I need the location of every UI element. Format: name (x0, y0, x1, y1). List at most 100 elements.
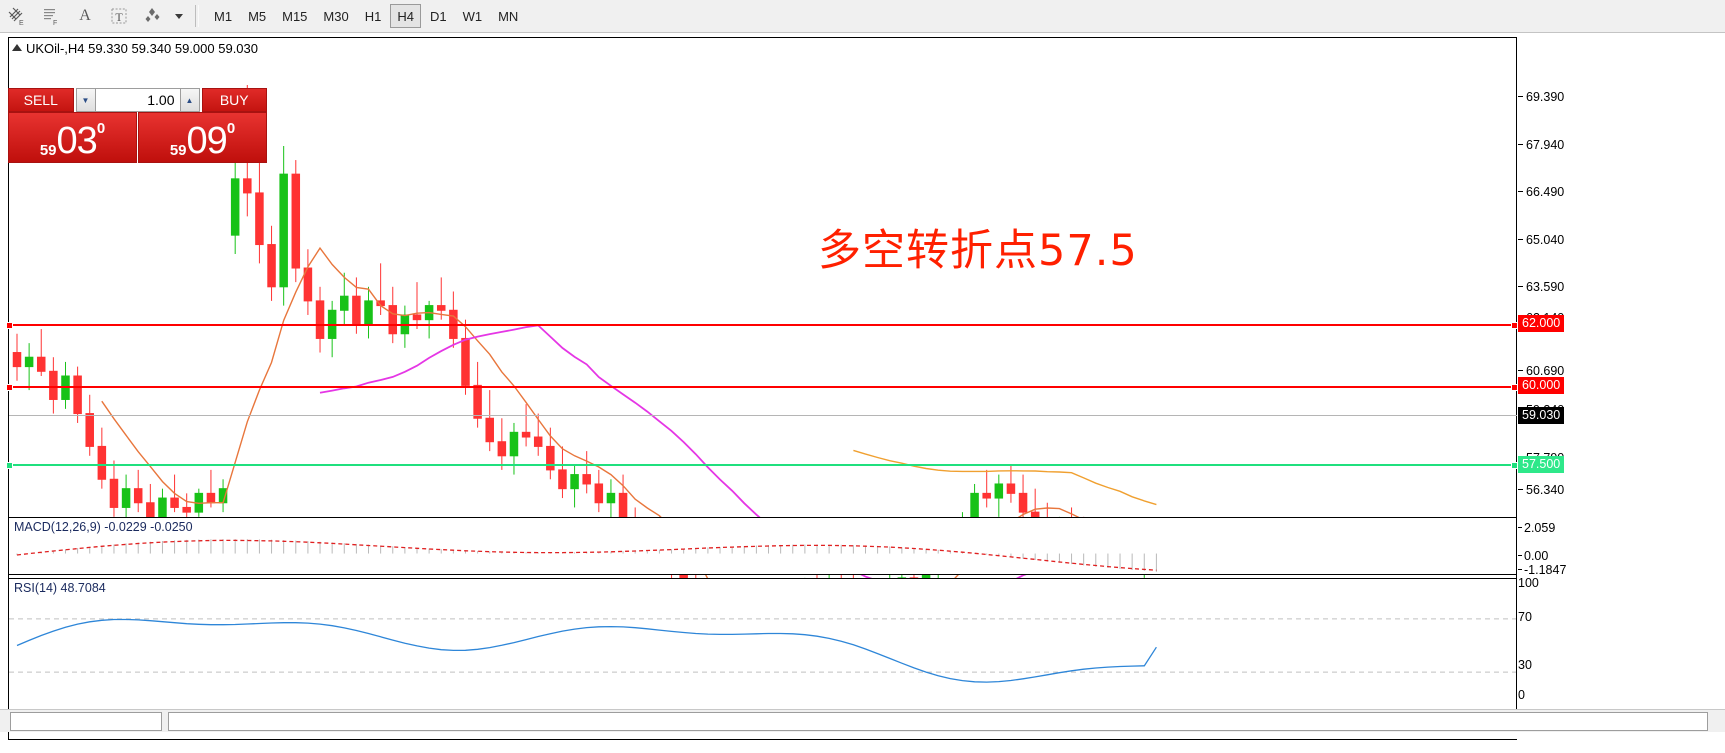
one-click-trading-panel[interactable]: SELL ▼ 1.00 ▲ BUY 59030 59090 (8, 88, 267, 163)
main-toolbar: E F A T M1 M5 M15 M30 H1 H4 D1 W1 MN (0, 0, 1725, 33)
rsi-title: RSI(14) 48.7084 (14, 581, 106, 595)
indicator-list-icon[interactable]: F (34, 2, 68, 30)
macd-scale-label: -1.1847 (1518, 563, 1566, 577)
text-annotation-icon[interactable]: A (79, 7, 91, 24)
bottom-tab-bar[interactable] (0, 709, 1725, 732)
support-57.5-handle-left[interactable] (6, 462, 13, 469)
caret-up-icon: ▲ (185, 95, 194, 105)
toolbar-separator (195, 5, 199, 27)
support-57.5-handle-right[interactable] (1511, 462, 1518, 469)
price-tick: 56.340 (1518, 483, 1564, 497)
rsi-scale-value: 70 (1518, 610, 1532, 624)
price-scale[interactable]: 69.39067.94066.49065.04063.59062.14060.6… (1518, 37, 1718, 713)
tick-mark-icon (1518, 569, 1522, 570)
tick-mark-icon (1518, 144, 1523, 145)
current-price-line[interactable] (9, 415, 1517, 416)
support-57.5-line[interactable] (9, 464, 1517, 466)
rsi-scale-value: 30 (1518, 658, 1532, 672)
volume-stepper[interactable]: ▼ 1.00 ▲ (75, 88, 200, 112)
price-marker-57-500[interactable]: 57.500 (1518, 456, 1565, 473)
resistance-62-handle-right[interactable] (1511, 322, 1518, 329)
timeframe-m15[interactable]: M15 (282, 8, 308, 24)
caret-down-icon: ▼ (81, 95, 90, 105)
price-tick: 67.940 (1518, 138, 1564, 152)
buy-pips: 09 (186, 120, 228, 162)
tick-mark-icon (1518, 239, 1523, 240)
price-tick: 60.690 (1518, 364, 1564, 378)
price-tick: 69.390 (1518, 90, 1564, 104)
buy-fraction: 0 (226, 120, 236, 137)
tick-mark-icon (1518, 489, 1523, 490)
macd-subwindow[interactable]: MACD(12,26,9) -0.0229 -0.0250 (8, 517, 1517, 575)
tick-mark-icon (1518, 191, 1523, 192)
timeframe-m5[interactable]: M5 (248, 8, 267, 24)
objects-dropdown-caret-icon[interactable] (170, 2, 188, 30)
timeframe-h1[interactable]: H1 (364, 8, 382, 24)
tick-mark-icon (1518, 555, 1522, 556)
buy-price-display[interactable]: 59090 (138, 112, 267, 163)
resistance-60-handle-right[interactable] (1511, 384, 1518, 391)
resistance-62-handle-left[interactable] (6, 322, 13, 329)
rsi-scale-label: 30 (1518, 658, 1532, 672)
price-marker-60-000[interactable]: 60.000 (1518, 377, 1565, 394)
price-tick-label: 69.390 (1526, 90, 1565, 104)
timeframe-m1[interactable]: M1 (214, 8, 233, 24)
macd-scale-value: 2.059 (1524, 521, 1556, 535)
rsi-scale-label: 70 (1518, 610, 1532, 624)
rsi-scale-value: 0 (1518, 688, 1525, 702)
sell-pips: 03 (56, 120, 98, 162)
timeframe-m30[interactable]: M30 (323, 8, 349, 24)
price-marker-62-000[interactable]: 62.000 (1518, 315, 1565, 332)
timeframe-w1[interactable]: W1 (462, 8, 483, 24)
timeframe-group: M1 M5 M15 M30 H1 H4 D1 W1 MN (206, 4, 526, 28)
macd-scale-value: -1.1847 (1524, 563, 1567, 577)
macd-scale-value: 0.00 (1524, 549, 1549, 563)
tick-mark-icon (1518, 527, 1522, 528)
volume-increase-button[interactable]: ▲ (179, 88, 200, 112)
chart-tab-1[interactable] (10, 712, 162, 731)
objects-icon[interactable] (136, 2, 170, 30)
timeframe-mn[interactable]: MN (498, 8, 519, 24)
price-tick-label: 56.340 (1526, 483, 1565, 497)
rsi-scale-value: 100 (1518, 576, 1539, 590)
tick-mark-icon (1518, 370, 1523, 371)
resistance-60-line[interactable] (9, 386, 1517, 388)
sell-big-figure: 59 (39, 142, 57, 159)
macd-scale-label: 0.00 (1518, 549, 1548, 563)
tick-mark-icon (1518, 96, 1523, 97)
sell-button[interactable]: SELL (8, 88, 74, 112)
buy-button[interactable]: BUY (201, 88, 267, 112)
price-marker-59-030[interactable]: 59.030 (1518, 407, 1565, 424)
price-tick: 63.590 (1518, 280, 1564, 294)
timeframe-h4[interactable]: H4 (390, 4, 421, 28)
rsi-scale-label: 100 (1518, 576, 1539, 590)
price-tick: 65.040 (1518, 233, 1564, 247)
price-tick-label: 63.590 (1526, 280, 1565, 294)
macd-series (16, 539, 1157, 572)
buy-big-figure: 59 (169, 142, 187, 159)
resistance-62-line[interactable] (9, 324, 1517, 326)
chart-area[interactable]: UKOil-,H4 59.330 59.340 59.000 59.030 多空… (0, 33, 1725, 753)
timeframe-d1[interactable]: D1 (429, 8, 447, 24)
macd-scale-label: 2.059 (1518, 521, 1555, 535)
crosshair-expert-icon[interactable]: E (0, 2, 34, 30)
macd-title: MACD(12,26,9) -0.0229 -0.0250 (14, 520, 193, 534)
symbol-quote-line: UKOil-,H4 59.330 59.340 59.000 59.030 (12, 41, 258, 56)
rsi-subwindow[interactable]: RSI(14) 48.7084 (8, 578, 1517, 713)
text-label-icon[interactable]: T (102, 2, 136, 30)
svg-text:T: T (115, 10, 123, 24)
collapse-triangle-icon[interactable] (12, 44, 22, 51)
volume-decrease-button[interactable]: ▼ (75, 88, 96, 112)
chart-annotation-text: 多空转折点57.5 (818, 226, 1138, 276)
svg-text:E: E (19, 20, 24, 26)
rsi-scale-label: 0 (1518, 688, 1525, 702)
price-tick-label: 60.690 (1526, 364, 1565, 378)
sell-price-display[interactable]: 59030 (8, 112, 137, 163)
chart-tab-2[interactable] (168, 712, 1708, 731)
resistance-60-handle-left[interactable] (6, 384, 13, 391)
volume-input[interactable]: 1.00 (95, 88, 180, 112)
quote-text: UKOil-,H4 59.330 59.340 59.000 59.030 (26, 41, 259, 56)
price-tick: 66.490 (1518, 185, 1564, 199)
rsi-series (9, 618, 1516, 683)
price-tick-label: 67.940 (1526, 138, 1565, 152)
